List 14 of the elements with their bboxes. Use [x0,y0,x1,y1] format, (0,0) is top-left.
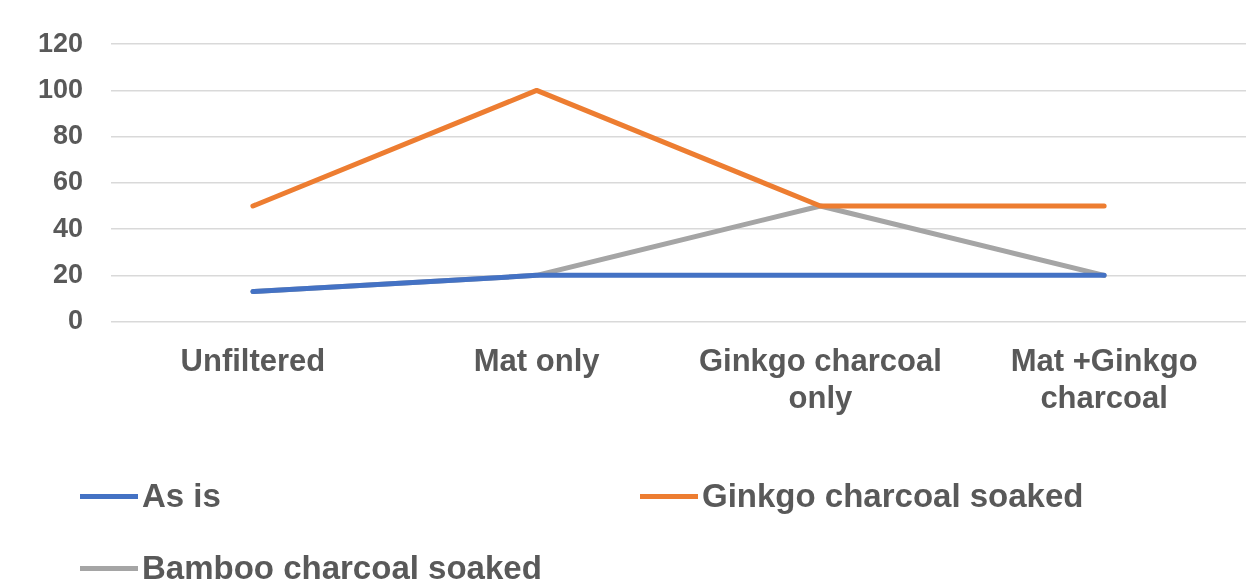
legend-label: Bamboo charcoal soaked [142,549,542,587]
y-tick-label: 100 [37,73,84,104]
x-tick-label: Ginkgo charcoal only [698,342,942,415]
legend-label: As is [142,477,221,515]
y-tick-label: 0 [68,305,84,336]
y-tick-label: 40 [53,212,84,243]
y-tick-label: 60 [53,166,84,197]
x-tick-label: Mat +Ginkgo charcoal [1010,342,1198,415]
y-tick-label: 120 [37,27,84,58]
y-tick-label: 20 [53,258,84,289]
legend-label: Ginkgo charcoal soaked [702,477,1084,515]
x-tick-label: Unfiltered [180,342,326,378]
x-tick-label: Mat only [473,342,601,378]
y-tick-label: 80 [53,120,84,151]
